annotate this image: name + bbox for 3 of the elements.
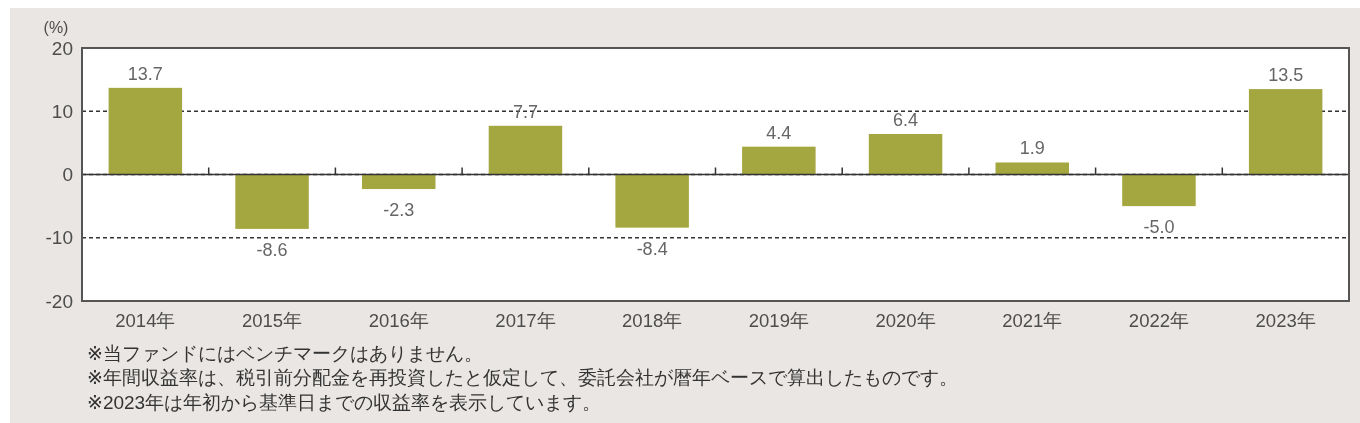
note: ※2023年は年初から基準日までの収益率を表示しています。 [87,391,602,413]
note: ※当ファンドにはベンチマークはありません。 [87,342,483,364]
note: ※年間収益率は、税引前分配金を再投資したと仮定して、委託会社が暦年ベースで算出したものです。 [87,367,958,388]
